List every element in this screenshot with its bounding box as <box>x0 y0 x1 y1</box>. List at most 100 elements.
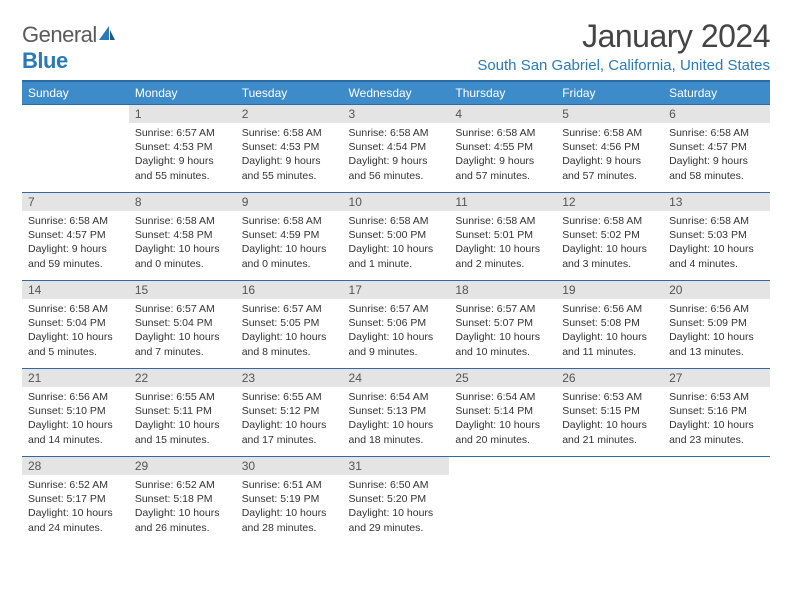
day-number: 6 <box>663 105 770 123</box>
calendar-day-cell: 27Sunrise: 6:53 AMSunset: 5:16 PMDayligh… <box>663 369 770 457</box>
daylight-line-1: Daylight: 10 hours <box>135 330 230 344</box>
sunrise-text: Sunrise: 6:53 AM <box>669 390 764 404</box>
daylight-line-1: Daylight: 9 hours <box>28 242 123 256</box>
sunrise-text: Sunrise: 6:57 AM <box>242 302 337 316</box>
logo-word-1: General <box>22 22 97 47</box>
daylight-line-2: and 4 minutes. <box>669 257 764 271</box>
logo-text: GeneralBlue <box>22 22 117 74</box>
sunset-text: Sunset: 5:01 PM <box>455 228 550 242</box>
daylight-line-1: Daylight: 10 hours <box>669 330 764 344</box>
day-data: Sunrise: 6:58 AMSunset: 4:56 PMDaylight:… <box>556 123 663 185</box>
daylight-line-2: and 59 minutes. <box>28 257 123 271</box>
day-number: 29 <box>129 457 236 475</box>
daylight-line-1: Daylight: 10 hours <box>669 418 764 432</box>
day-number: 30 <box>236 457 343 475</box>
day-number: 16 <box>236 281 343 299</box>
day-data: Sunrise: 6:54 AMSunset: 5:13 PMDaylight:… <box>343 387 450 449</box>
day-number: 7 <box>22 193 129 211</box>
sunset-text: Sunset: 4:55 PM <box>455 140 550 154</box>
day-data: Sunrise: 6:57 AMSunset: 5:06 PMDaylight:… <box>343 299 450 361</box>
daylight-line-2: and 23 minutes. <box>669 433 764 447</box>
day-data: Sunrise: 6:58 AMSunset: 4:57 PMDaylight:… <box>663 123 770 185</box>
sunset-text: Sunset: 5:04 PM <box>135 316 230 330</box>
daylight-line-1: Daylight: 10 hours <box>242 506 337 520</box>
calendar-day-cell: 16 Sunrise: 6:57 AMSunset: 5:05 PMDayligh… <box>236 281 343 369</box>
calendar-week-row: 7Sunrise: 6:58 AMSunset: 4:57 PMDaylight… <box>22 193 770 281</box>
daylight-line-2: and 17 minutes. <box>242 433 337 447</box>
sunset-text: Sunset: 4:58 PM <box>135 228 230 242</box>
sunrise-text: Sunrise: 6:58 AM <box>455 126 550 140</box>
month-title: January 2024 <box>477 18 770 55</box>
day-number: 14 <box>22 281 129 299</box>
daylight-line-2: and 57 minutes. <box>562 169 657 183</box>
sunrise-text: Sunrise: 6:57 AM <box>455 302 550 316</box>
sunset-text: Sunset: 4:56 PM <box>562 140 657 154</box>
sunset-text: Sunset: 4:53 PM <box>135 140 230 154</box>
day-number: 17 <box>343 281 450 299</box>
weekday-header: Saturday <box>663 81 770 105</box>
daylight-line-2: and 15 minutes. <box>135 433 230 447</box>
daylight-line-1: Daylight: 9 hours <box>135 154 230 168</box>
sunrise-text: Sunrise: 6:55 AM <box>242 390 337 404</box>
daylight-line-2: and 18 minutes. <box>349 433 444 447</box>
sunrise-text: Sunrise: 6:58 AM <box>349 126 444 140</box>
weekday-header: Tuesday <box>236 81 343 105</box>
sunset-text: Sunset: 5:02 PM <box>562 228 657 242</box>
daylight-line-2: and 3 minutes. <box>562 257 657 271</box>
day-number: 13 <box>663 193 770 211</box>
sunset-text: Sunset: 5:04 PM <box>28 316 123 330</box>
daylight-line-2: and 28 minutes. <box>242 521 337 535</box>
daylight-line-1: Daylight: 10 hours <box>349 330 444 344</box>
daylight-line-1: Daylight: 10 hours <box>242 330 337 344</box>
daylight-line-1: Daylight: 10 hours <box>242 242 337 256</box>
day-number: 27 <box>663 369 770 387</box>
daylight-line-1: Daylight: 10 hours <box>349 418 444 432</box>
day-number: 31 <box>343 457 450 475</box>
daylight-line-1: Daylight: 10 hours <box>562 418 657 432</box>
weekday-header: Sunday <box>22 81 129 105</box>
daylight-line-2: and 57 minutes. <box>455 169 550 183</box>
daylight-line-1: Daylight: 10 hours <box>455 330 550 344</box>
calendar-day-cell: 28Sunrise: 6:52 AMSunset: 5:17 PMDayligh… <box>22 457 129 545</box>
sunrise-text: Sunrise: 6:58 AM <box>135 214 230 228</box>
daylight-line-1: Daylight: 9 hours <box>455 154 550 168</box>
sunset-text: Sunset: 5:19 PM <box>242 492 337 506</box>
day-data: Sunrise: 6:58 AMSunset: 4:53 PMDaylight:… <box>236 123 343 185</box>
day-data: Sunrise: 6:56 AMSunset: 5:08 PMDaylight:… <box>556 299 663 361</box>
sunrise-text: Sunrise: 6:58 AM <box>562 214 657 228</box>
daylight-line-1: Daylight: 9 hours <box>669 154 764 168</box>
sunset-text: Sunset: 5:06 PM <box>349 316 444 330</box>
sunset-text: Sunset: 5:14 PM <box>455 404 550 418</box>
sunrise-text: Sunrise: 6:58 AM <box>28 302 123 316</box>
daylight-line-2: and 24 minutes. <box>28 521 123 535</box>
day-data: Sunrise: 6:52 AMSunset: 5:18 PMDaylight:… <box>129 475 236 537</box>
sunrise-text: Sunrise: 6:53 AM <box>562 390 657 404</box>
daylight-line-2: and 0 minutes. <box>135 257 230 271</box>
day-data: Sunrise: 6:58 AMSunset: 4:55 PMDaylight:… <box>449 123 556 185</box>
day-number: 1 <box>129 105 236 123</box>
sunset-text: Sunset: 5:05 PM <box>242 316 337 330</box>
day-number: 26 <box>556 369 663 387</box>
sunset-text: Sunset: 5:18 PM <box>135 492 230 506</box>
calendar-week-row: 1Sunrise: 6:57 AMSunset: 4:53 PMDaylight… <box>22 105 770 193</box>
daylight-line-1: Daylight: 10 hours <box>135 418 230 432</box>
calendar-day-cell: 11Sunrise: 6:58 AMSunset: 5:01 PMDayligh… <box>449 193 556 281</box>
day-number: 9 <box>236 193 343 211</box>
day-data: Sunrise: 6:58 AMSunset: 4:57 PMDaylight:… <box>22 211 129 273</box>
daylight-line-1: Daylight: 10 hours <box>28 330 123 344</box>
daylight-line-2: and 0 minutes. <box>242 257 337 271</box>
page-header: GeneralBlue January 2024 South San Gabri… <box>22 18 770 74</box>
calendar-day-cell: 15Sunrise: 6:57 AMSunset: 5:04 PMDayligh… <box>129 281 236 369</box>
daylight-line-1: Daylight: 10 hours <box>28 506 123 520</box>
day-number: 11 <box>449 193 556 211</box>
daylight-line-2: and 29 minutes. <box>349 521 444 535</box>
daylight-line-1: Daylight: 9 hours <box>242 154 337 168</box>
day-data: Sunrise: 6:57 AMSunset: 5:04 PMDaylight:… <box>129 299 236 361</box>
calendar-day-cell: 25Sunrise: 6:54 AMSunset: 5:14 PMDayligh… <box>449 369 556 457</box>
day-data: Sunrise: 6:58 AMSunset: 5:02 PMDaylight:… <box>556 211 663 273</box>
daylight-line-1: Daylight: 10 hours <box>349 242 444 256</box>
sunrise-text: Sunrise: 6:52 AM <box>28 478 123 492</box>
daylight-line-1: Daylight: 10 hours <box>135 242 230 256</box>
sunset-text: Sunset: 5:08 PM <box>562 316 657 330</box>
day-data: Sunrise: 6:58 AMSunset: 4:58 PMDaylight:… <box>129 211 236 273</box>
